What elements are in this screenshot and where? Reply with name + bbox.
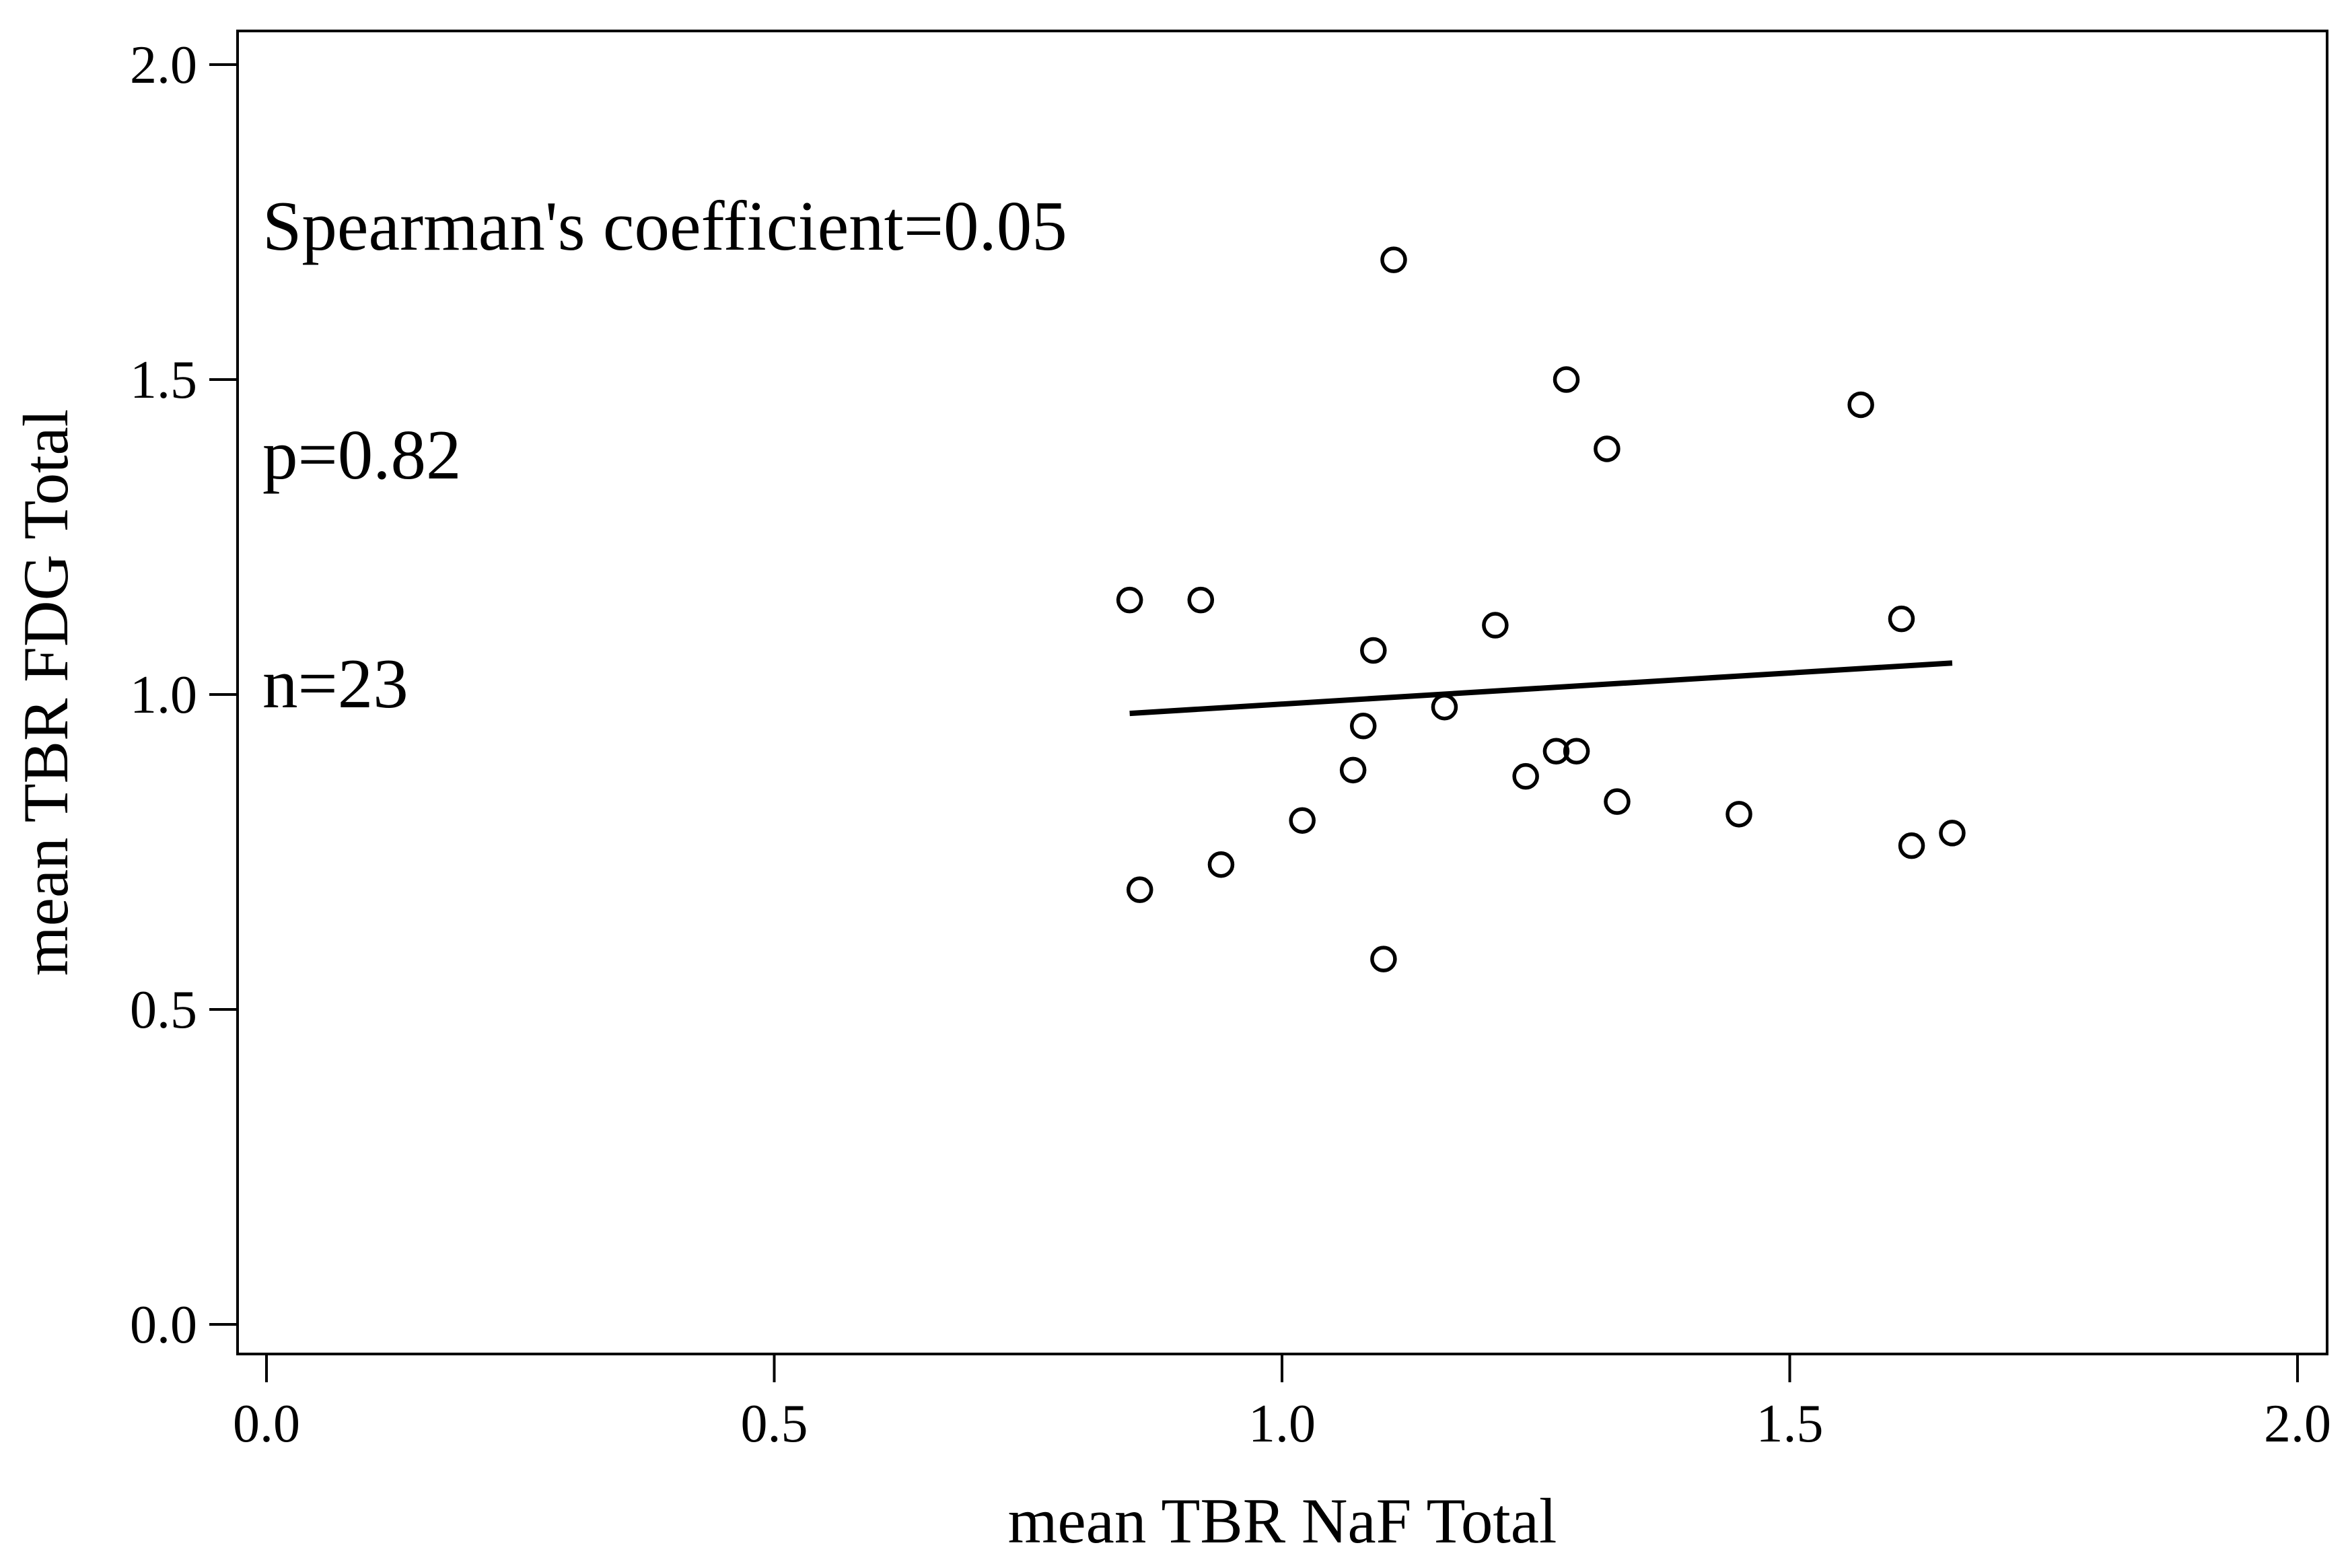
data-point: [1380, 246, 1407, 273]
data-point: [1939, 820, 1966, 847]
data-point: [1553, 366, 1580, 393]
x-tick-label: 1.0: [1248, 1394, 1316, 1454]
y-tick-label: 0.5: [130, 981, 197, 1040]
y-axis-label: mean TBR FDG Total: [10, 408, 81, 976]
data-point: [1725, 801, 1752, 828]
data-point: [1431, 693, 1458, 721]
annotation-line-spearman: Spearman's coefficient=0.05: [262, 186, 1067, 265]
x-tick-label: 1.5: [1756, 1394, 1824, 1454]
stats-annotation: Spearman's coefficient=0.05 p=0.82 n=23: [262, 35, 1067, 874]
y-tick-label: 1.0: [130, 666, 197, 725]
data-point: [1360, 637, 1387, 664]
data-point: [1187, 586, 1215, 614]
data-point: [1594, 435, 1621, 462]
data-point: [1349, 713, 1377, 740]
x-axis-label: mean TBR NaF Total: [1007, 1485, 1557, 1557]
data-point: [1542, 738, 1570, 764]
data-point: [1289, 807, 1316, 834]
data-point: [1116, 586, 1143, 614]
y-tick-label: 2.0: [130, 36, 197, 95]
data-point: [1126, 876, 1153, 903]
data-point: [1512, 762, 1539, 790]
annotation-line-pvalue: p=0.82: [262, 415, 462, 494]
y-tick-label: 0.0: [130, 1295, 197, 1355]
data-point: [1888, 605, 1915, 633]
data-point: [1339, 756, 1367, 784]
data-point: [1898, 832, 1925, 859]
data-point: [1207, 851, 1235, 878]
data-point: [1370, 946, 1397, 972]
x-tick-label: 2.0: [2264, 1394, 2331, 1454]
annotation-line-n: n=23: [262, 644, 408, 723]
trend-line: [1129, 660, 1953, 717]
x-tick-label: 0.5: [741, 1394, 808, 1454]
x-tick-label: 0.0: [233, 1394, 300, 1454]
data-point: [1563, 738, 1590, 764]
data-point: [1604, 788, 1631, 815]
data-point: [1482, 612, 1509, 639]
data-point: [1847, 391, 1874, 419]
y-tick-label: 1.5: [130, 351, 197, 410]
